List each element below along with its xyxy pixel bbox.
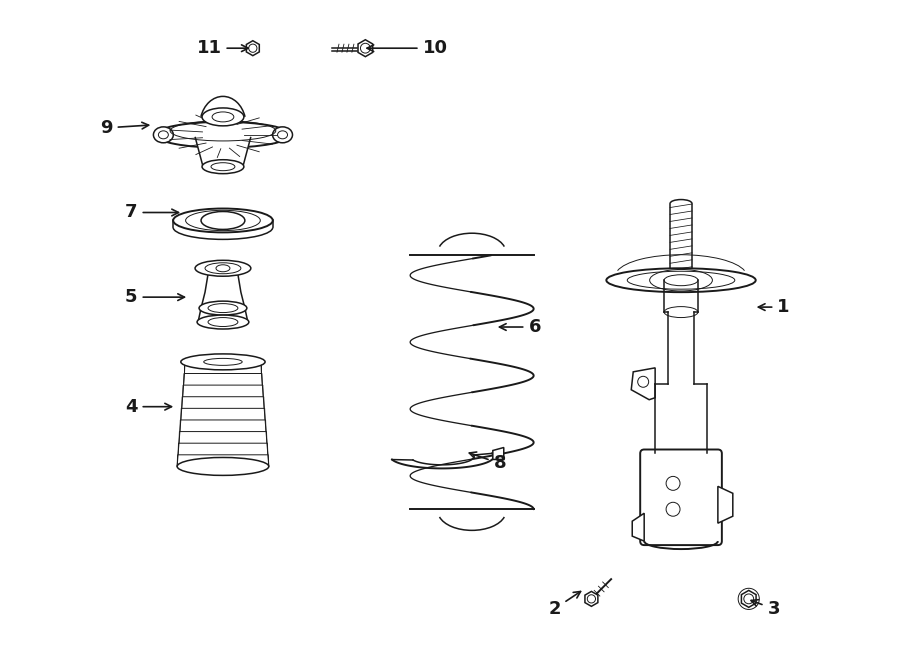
Polygon shape bbox=[631, 368, 655, 400]
Text: 6: 6 bbox=[500, 318, 541, 336]
Text: 1: 1 bbox=[759, 298, 790, 316]
Ellipse shape bbox=[181, 354, 266, 370]
Polygon shape bbox=[632, 513, 644, 541]
Text: 3: 3 bbox=[752, 600, 780, 618]
Polygon shape bbox=[247, 41, 259, 56]
Text: 7: 7 bbox=[125, 203, 178, 222]
Ellipse shape bbox=[155, 122, 291, 148]
Ellipse shape bbox=[202, 108, 244, 126]
Polygon shape bbox=[198, 308, 248, 322]
Ellipse shape bbox=[202, 160, 244, 173]
Ellipse shape bbox=[173, 209, 273, 232]
Polygon shape bbox=[742, 591, 756, 607]
Polygon shape bbox=[718, 487, 733, 523]
Polygon shape bbox=[585, 591, 598, 606]
Text: 10: 10 bbox=[367, 39, 447, 57]
Text: 9: 9 bbox=[100, 119, 148, 137]
Ellipse shape bbox=[607, 268, 756, 292]
Text: 2: 2 bbox=[548, 591, 580, 618]
Ellipse shape bbox=[197, 315, 248, 329]
Text: 11: 11 bbox=[196, 39, 248, 57]
Polygon shape bbox=[493, 448, 504, 459]
Polygon shape bbox=[201, 268, 245, 308]
Ellipse shape bbox=[177, 457, 269, 475]
Ellipse shape bbox=[153, 127, 174, 143]
Polygon shape bbox=[358, 40, 373, 57]
Ellipse shape bbox=[195, 260, 251, 276]
Polygon shape bbox=[195, 137, 251, 167]
Ellipse shape bbox=[273, 127, 292, 143]
Text: 4: 4 bbox=[125, 398, 172, 416]
Ellipse shape bbox=[199, 301, 247, 315]
Text: 5: 5 bbox=[125, 288, 184, 306]
FancyBboxPatch shape bbox=[640, 449, 722, 545]
Text: 8: 8 bbox=[469, 452, 506, 473]
